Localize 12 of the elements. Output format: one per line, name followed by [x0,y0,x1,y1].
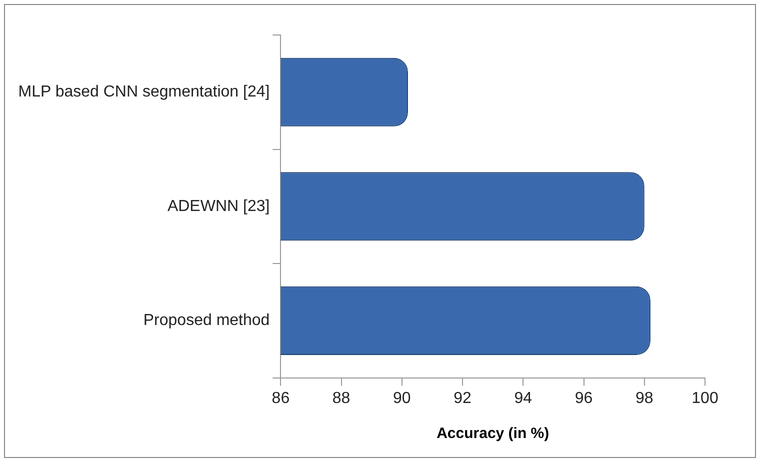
y-tick-label: Proposed method [143,312,270,330]
x-tick-label: 94 [514,390,532,407]
x-tick-label: 86 [272,390,290,407]
x-tick-label: 98 [635,390,654,407]
x-axis-title: Accuracy (in %) [436,425,550,442]
y-tick-label: ADEWNN [23] [167,198,270,215]
x-tick-label: 92 [454,390,472,407]
x-tick-label: 96 [574,390,593,407]
x-tick-label: 88 [332,390,350,407]
x-tick-label: 100 [692,390,718,407]
x-tick-label: 90 [393,390,411,407]
y-tick-label: MLP based CNN segmentation [24] [18,84,270,101]
